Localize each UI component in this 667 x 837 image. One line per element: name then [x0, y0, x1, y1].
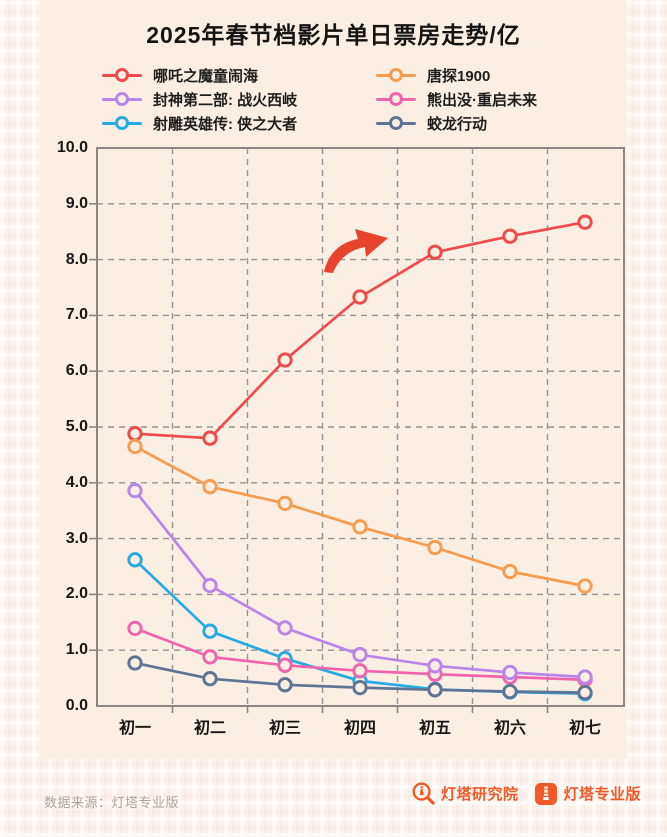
chart-title: 2025年春节档影片单日票房走势/亿 [40, 16, 627, 50]
legend-label: 封神第二部: 战火西岐 [153, 89, 297, 110]
data-point-marker [129, 484, 141, 496]
x-tick-label: 初四 [328, 718, 392, 740]
legend-item: 射雕英雄传: 侠之大者 [102, 112, 376, 134]
data-point-marker [354, 665, 366, 677]
data-point-marker [429, 541, 441, 553]
logo-dengta-pro: 灯塔专业版 [534, 782, 641, 806]
data-point-marker [579, 216, 591, 228]
data-point-marker [354, 681, 366, 693]
data-point-marker [204, 673, 216, 685]
data-point-marker [429, 684, 441, 696]
data-point-marker [354, 291, 366, 303]
legend-label: 蛟龙行动 [427, 113, 487, 134]
legend-item: 哪吒之魔童闹海 [102, 64, 376, 86]
legend-item: 蛟龙行动 [376, 112, 537, 134]
legend-label: 唐探1900 [427, 65, 490, 86]
x-tick-label: 初五 [403, 718, 467, 740]
data-point-marker [129, 657, 141, 669]
data-point-marker [429, 246, 441, 258]
logo-dengta-research-label: 灯塔研究院 [441, 783, 519, 804]
legend-label: 射雕英雄传: 侠之大者 [153, 113, 297, 134]
trend-arrow-icon [324, 229, 388, 273]
x-tick-label: 初七 [553, 718, 617, 740]
legend-label: 熊出没·重启未来 [427, 89, 537, 110]
legend-label: 哪吒之魔童闹海 [153, 65, 258, 86]
legend-item: 熊出没·重启未来 [376, 88, 537, 110]
x-tick-label: 初一 [103, 718, 167, 740]
data-point-marker [504, 666, 516, 678]
legend-item: 唐探1900 [376, 64, 537, 86]
data-point-marker [279, 622, 291, 634]
y-tick-label: 0.0 [42, 696, 88, 716]
data-point-marker [429, 660, 441, 672]
data-point-marker [579, 580, 591, 592]
legend-item: 封神第二部: 战火西岐 [102, 88, 376, 110]
y-tick-label: 2.0 [42, 584, 88, 604]
data-point-marker [279, 679, 291, 691]
data-point-marker [129, 428, 141, 440]
plot-area [97, 148, 624, 706]
lighthouse-app-icon [534, 782, 558, 806]
data-point-marker [204, 579, 216, 591]
y-tick-label: 4.0 [42, 473, 88, 493]
data-point-marker [504, 565, 516, 577]
data-point-marker [204, 625, 216, 637]
y-tick-label: 8.0 [42, 250, 88, 270]
series-line [135, 222, 585, 438]
infographic-page: { "title": "2025年春节档影片单日票房走势/亿", "colors… [0, 0, 667, 837]
logo-dengta-pro-label: 灯塔专业版 [563, 783, 641, 804]
legend: 哪吒之魔童闹海 唐探1900 封神第二部: 战火西岐 熊出没·重启未来射雕英雄传: 侠… [102, 64, 537, 134]
y-tick-label: 1.0 [42, 640, 88, 660]
magnifier-lighthouse-icon [411, 781, 436, 806]
data-point-marker [504, 685, 516, 697]
brand-logos: 灯塔研究院 灯塔专业版 [411, 781, 641, 806]
data-point-marker [129, 622, 141, 634]
data-point-marker [579, 686, 591, 698]
data-point-marker [504, 230, 516, 242]
x-tick-label: 初二 [178, 718, 242, 740]
data-point-marker [579, 671, 591, 683]
data-point-marker [204, 651, 216, 663]
x-tick-label: 初六 [478, 718, 542, 740]
y-tick-label: 3.0 [42, 529, 88, 549]
legend-line-marker-icon [102, 98, 142, 101]
legend-line-marker-icon [102, 74, 142, 77]
line-chart [97, 148, 624, 706]
data-point-marker [279, 659, 291, 671]
data-point-marker [204, 481, 216, 493]
chart-panel: 2025年春节档影片单日票房走势/亿 哪吒之魔童闹海 唐探1900 封神第二部: 战… [40, 0, 627, 759]
y-tick-label: 5.0 [42, 417, 88, 437]
legend-line-marker-icon [376, 122, 416, 125]
y-tick-label: 7.0 [42, 305, 88, 325]
data-point-marker [279, 497, 291, 509]
legend-line-marker-icon [102, 122, 142, 125]
data-point-marker [354, 649, 366, 661]
series-line [135, 447, 585, 587]
y-tick-label: 6.0 [42, 361, 88, 381]
legend-line-marker-icon [376, 74, 416, 77]
data-point-marker [354, 521, 366, 533]
x-tick-label: 初三 [253, 718, 317, 740]
data-point-marker [129, 440, 141, 452]
data-point-marker [204, 432, 216, 444]
logo-dengta-research: 灯塔研究院 [411, 781, 519, 806]
data-source-note: 数据来源：灯塔专业版 [44, 792, 179, 811]
y-tick-label: 9.0 [42, 194, 88, 214]
y-tick-label: 10.0 [42, 138, 88, 158]
data-point-marker [129, 554, 141, 566]
data-point-marker [279, 354, 291, 366]
legend-line-marker-icon [376, 98, 416, 101]
